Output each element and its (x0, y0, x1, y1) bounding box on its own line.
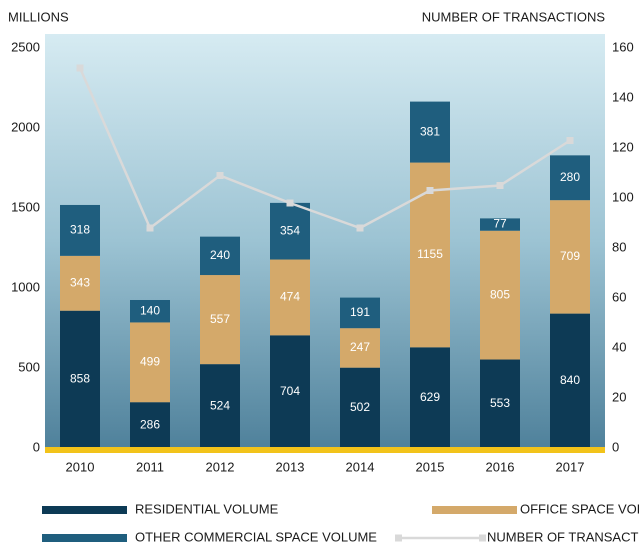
legend-label: OFFICE SPACE VOLUME (520, 501, 639, 516)
line-marker (216, 172, 224, 179)
x-tick-label: 2014 (346, 459, 375, 474)
y2-tick-label: 40 (612, 339, 626, 354)
value-label: 709 (560, 249, 580, 263)
bar-segment (60, 204, 100, 256)
x-tick-label: 2015 (416, 459, 445, 474)
y-tick-label: 1000 (11, 279, 40, 294)
y-tick-label: 0 (33, 439, 40, 454)
value-label: 499 (140, 354, 160, 368)
value-label: 1155 (417, 247, 443, 261)
line-marker (356, 224, 364, 232)
bar-segment (340, 367, 380, 448)
bar-segment (270, 202, 310, 260)
line-marker (566, 137, 574, 144)
legend-label: OTHER COMMERCIAL SPACE VOLUME (135, 529, 377, 544)
value-label: 247 (350, 340, 370, 354)
bar-segment (410, 101, 450, 163)
legend-swatch-marker (395, 534, 402, 542)
bar-segment (270, 335, 310, 448)
value-label: 502 (350, 400, 370, 414)
x-tick-label: 2013 (276, 459, 305, 474)
value-label: 553 (490, 396, 510, 410)
bar-segment (550, 200, 590, 314)
value-label: 140 (140, 303, 160, 317)
bar-segment (130, 322, 170, 403)
line (78, 67, 571, 230)
bar-segment (130, 300, 170, 323)
x-tick-label: 2011 (136, 459, 164, 474)
y2-axis-label: NUMBER OF TRANSACTIONS (422, 9, 606, 24)
value-label: 240 (210, 248, 230, 262)
x-tick-label: 2017 (556, 459, 585, 474)
line-marker (76, 64, 84, 72)
y2-tick-label: 0 (612, 439, 619, 454)
y-tick-label: 2000 (11, 119, 40, 134)
bar-segment (480, 359, 520, 448)
y2-tick-label: 20 (612, 389, 626, 404)
value-label: 286 (140, 417, 160, 431)
bar-segment (550, 155, 590, 201)
value-label: 805 (490, 287, 510, 301)
bar-segment (130, 402, 170, 448)
bar-segment (270, 259, 310, 336)
line-marker (286, 199, 294, 207)
bar-segment (480, 230, 520, 360)
y2-tick-label: 120 (612, 139, 634, 154)
y-tick-label: 1500 (11, 199, 40, 214)
legend-swatch-marker (479, 534, 486, 542)
bar-segment (340, 328, 380, 368)
legend-label: NUMBER OF TRANSACTIONS (487, 529, 639, 544)
y2-tick-label: 140 (612, 89, 634, 104)
y-axis-label: MILLIONS (8, 9, 69, 24)
bar-segment (200, 236, 240, 276)
value-label: 840 (560, 373, 580, 387)
bar-segment (480, 218, 520, 231)
value-label: 318 (70, 223, 90, 237)
value-label: 557 (210, 312, 230, 326)
y2-tick-label: 160 (612, 39, 634, 54)
value-label: 343 (70, 275, 90, 289)
value-label: 858 (70, 372, 90, 386)
legend-swatch (432, 506, 517, 514)
line-marker (496, 182, 504, 189)
plot-background (45, 34, 605, 448)
value-label: 629 (420, 390, 440, 404)
value-label: 191 (350, 305, 370, 319)
bar-segment (60, 310, 100, 448)
bar-segment (340, 297, 380, 329)
baseline (45, 447, 605, 453)
line-marker (426, 187, 434, 194)
value-label: 474 (280, 290, 300, 304)
value-label: 704 (280, 384, 300, 398)
bar-segment (410, 347, 450, 448)
bar-segment (200, 275, 240, 365)
value-label: 354 (280, 223, 300, 237)
value-label: 524 (210, 398, 230, 412)
bar-segment (550, 313, 590, 448)
y-tick-label: 2500 (11, 39, 40, 54)
legend-swatch (42, 506, 127, 514)
y-tick-label: 500 (18, 359, 40, 374)
legend-label: RESIDENTIAL VOLUME (135, 501, 279, 516)
value-label: 77 (493, 217, 507, 231)
legend-swatch (42, 534, 127, 542)
x-tick-label: 2010 (66, 459, 95, 474)
y2-tick-label: 80 (612, 239, 626, 254)
line-marker (146, 224, 154, 232)
y2-tick-label: 60 (612, 289, 626, 304)
value-label: 381 (420, 124, 440, 138)
value-label: 280 (560, 170, 580, 184)
x-tick-label: 2012 (206, 459, 235, 474)
bar-segment (200, 364, 240, 448)
x-tick-label: 2016 (486, 459, 515, 474)
bar-segment (60, 255, 100, 311)
y2-tick-label: 100 (612, 189, 634, 204)
